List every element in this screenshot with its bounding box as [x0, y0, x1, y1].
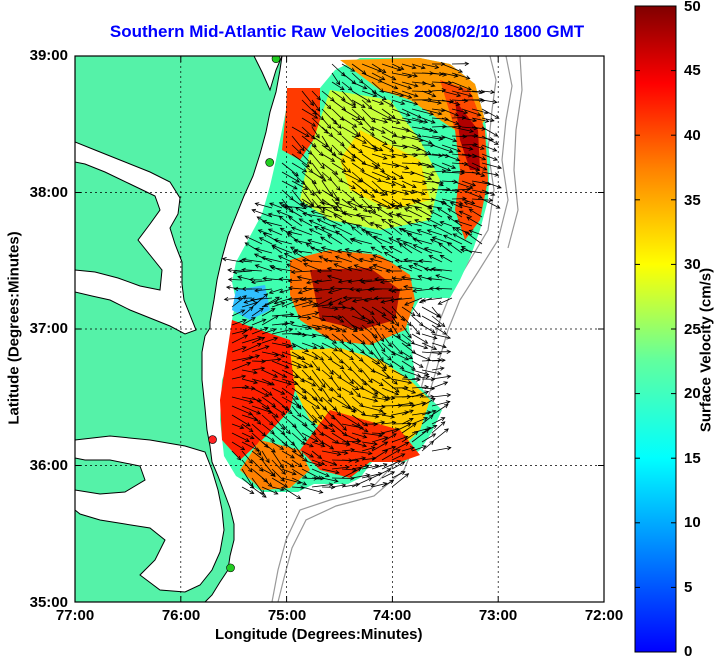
lon-tick-label: 73:00 — [468, 607, 528, 624]
lon-tick-label: 75:00 — [257, 607, 317, 624]
colorbar-tick-label: 50 — [684, 0, 701, 15]
velocity-vector — [442, 127, 461, 128]
velocity-vector — [332, 478, 354, 479]
colorbar-tick-label: 35 — [684, 192, 701, 209]
station-marker — [266, 158, 274, 166]
lon-tick-label: 77:00 — [45, 607, 105, 624]
lon-tick-label: 74:00 — [362, 607, 422, 624]
lon-tick-label: 76:00 — [151, 607, 211, 624]
colorbar-tick-label: 5 — [684, 579, 692, 596]
station-marker — [227, 564, 235, 572]
lat-tick-label: 39:00 — [14, 47, 68, 64]
x-axis-label: Longitude (Degrees:Minutes) — [215, 626, 423, 643]
colorbar-tick-label: 45 — [684, 62, 701, 79]
colorbar-label: Surface Velocity (cm/s) — [698, 268, 715, 432]
lat-tick-label: 38:00 — [14, 184, 68, 201]
lat-tick-label: 36:00 — [14, 457, 68, 474]
lon-tick-label: 72:00 — [574, 607, 634, 624]
colorbar-tick-label: 40 — [684, 127, 701, 144]
velocity-vector — [462, 145, 477, 146]
colorbar-tick-label: 15 — [684, 450, 701, 467]
colorbar-tick-label: 0 — [684, 643, 692, 660]
colorbar-tick-label: 10 — [684, 514, 701, 531]
station-marker — [209, 436, 217, 444]
colorbar — [635, 6, 676, 652]
y-axis-label: Latitude (Degrees:Minutes) — [6, 231, 23, 424]
velocity-vector — [382, 406, 402, 407]
